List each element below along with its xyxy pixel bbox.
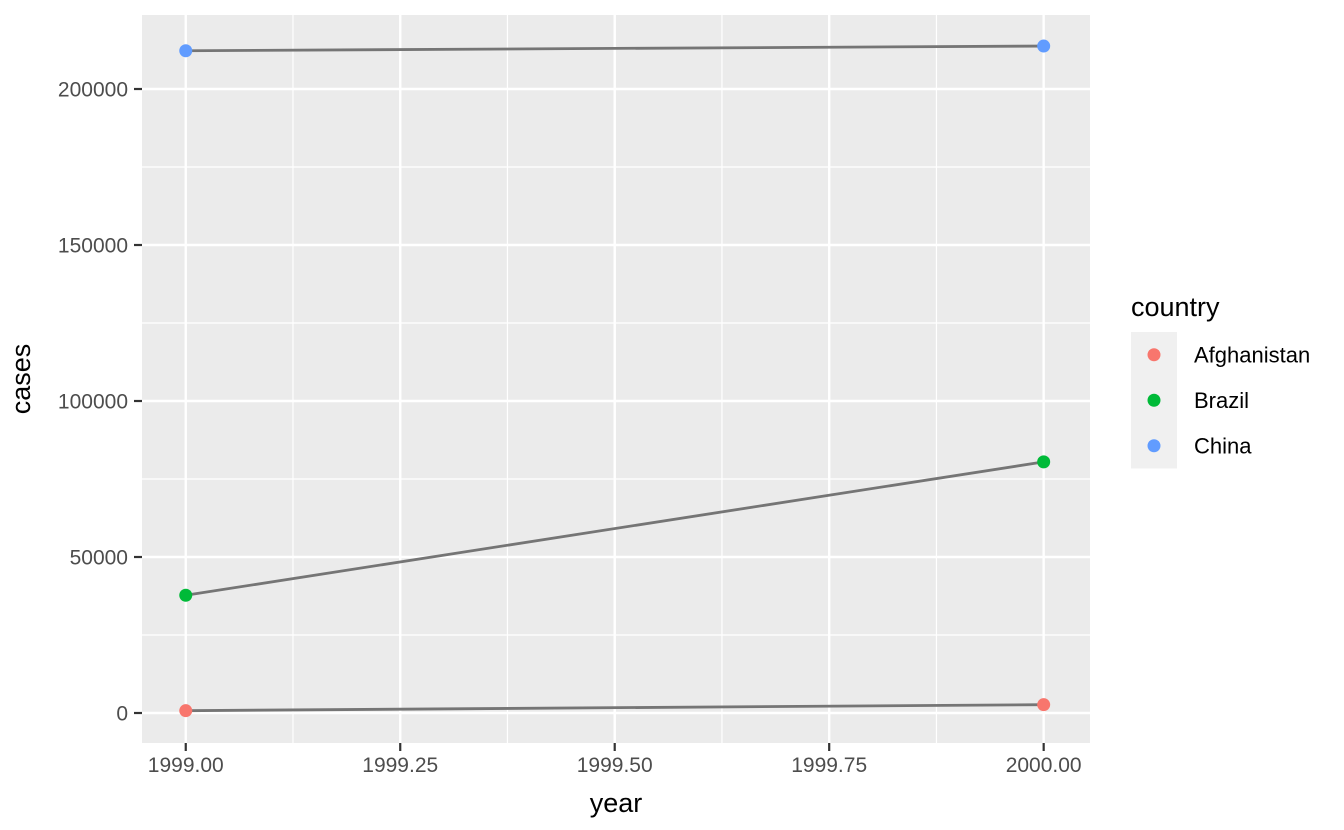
y-tick-label: 150000 bbox=[58, 235, 128, 258]
data-point-afghanistan bbox=[1037, 698, 1051, 712]
gridlines bbox=[142, 15, 1090, 743]
data-point-brazil bbox=[1037, 455, 1051, 469]
y-tick-label: 50000 bbox=[70, 547, 128, 570]
legend-title: country bbox=[1131, 292, 1220, 322]
panel-background bbox=[142, 15, 1090, 743]
data-point-brazil bbox=[179, 588, 193, 602]
legend-key-point-brazil bbox=[1147, 393, 1161, 407]
data-point-china bbox=[179, 44, 193, 58]
x-tick-label: 1999.50 bbox=[577, 754, 653, 777]
data-point-china bbox=[1037, 39, 1051, 53]
x-tick-label: 2000.00 bbox=[1006, 754, 1082, 777]
y-tick-label: 0 bbox=[116, 703, 128, 726]
legend-label-china: China bbox=[1194, 433, 1252, 458]
y-tick-label: 200000 bbox=[58, 79, 128, 102]
series-line-afghanistan bbox=[185, 703, 1044, 713]
data-series bbox=[179, 39, 1051, 718]
legend-key-point-afghanistan bbox=[1147, 348, 1161, 362]
legend: Afghanistan Brazil China bbox=[1131, 332, 1310, 469]
x-tick-label: 1999.25 bbox=[362, 754, 438, 777]
y-tick-label: 100000 bbox=[58, 391, 128, 414]
legend-label-brazil: Brazil bbox=[1194, 388, 1249, 413]
plot-panel bbox=[142, 15, 1090, 743]
legend-key-point-china bbox=[1147, 439, 1161, 453]
x-tick-label: 1999.00 bbox=[148, 754, 224, 777]
data-point-afghanistan bbox=[179, 704, 193, 718]
x-axis-title: year bbox=[590, 788, 643, 818]
axes: 1999.00 1999.25 1999.50 1999.75 2000.00 0 5000… bbox=[58, 79, 1082, 777]
series-line-china bbox=[185, 44, 1044, 53]
x-tick-label: 1999.75 bbox=[791, 754, 867, 777]
y-axis-title: cases bbox=[6, 344, 36, 415]
series-line-brazil bbox=[185, 460, 1044, 597]
legend-label-afghanistan: Afghanistan bbox=[1194, 342, 1310, 367]
